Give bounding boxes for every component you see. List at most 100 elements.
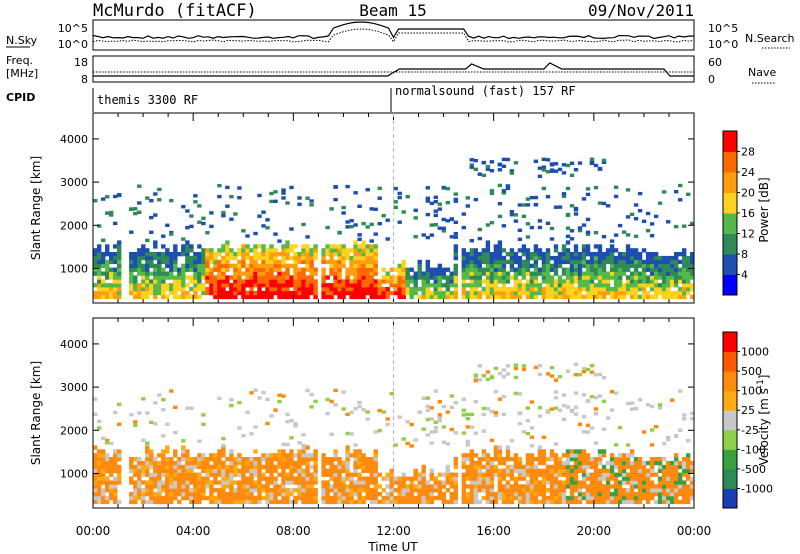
heatmap-cell bbox=[205, 267, 210, 272]
heatmap-cell bbox=[585, 453, 591, 458]
heatmap-cell bbox=[545, 279, 551, 284]
heatmap-cell bbox=[593, 259, 599, 265]
heatmap-cell bbox=[425, 263, 431, 268]
heatmap-cell bbox=[493, 283, 499, 288]
heatmap-cell bbox=[577, 457, 583, 462]
heatmap-cell bbox=[433, 429, 439, 434]
heatmap-cell bbox=[561, 464, 567, 470]
heatmap-cell bbox=[321, 499, 326, 505]
heatmap-cell bbox=[177, 484, 182, 489]
heatmap-cell bbox=[421, 294, 426, 300]
heatmap-cell bbox=[361, 248, 366, 253]
heatmap-cell bbox=[653, 271, 659, 276]
heatmap-cell bbox=[301, 290, 306, 296]
heatmap-cell bbox=[557, 287, 563, 292]
heatmap-cell bbox=[453, 279, 459, 284]
heatmap-cell bbox=[581, 367, 587, 371]
heatmap-cell bbox=[305, 388, 310, 393]
heatmap-cell bbox=[213, 252, 218, 257]
heatmap-cell bbox=[670, 492, 675, 497]
heatmap-cell bbox=[521, 290, 527, 296]
heatmap-cell bbox=[441, 271, 447, 276]
heatmap-cell bbox=[633, 290, 639, 296]
heatmap-cell bbox=[345, 495, 350, 501]
heatmap-cell bbox=[517, 237, 523, 241]
heatmap-cell bbox=[690, 259, 695, 265]
heatmap-cell bbox=[341, 263, 346, 268]
heatmap-cell bbox=[305, 457, 310, 462]
heatmap-cell bbox=[473, 480, 479, 485]
heatmap-cell bbox=[389, 488, 394, 493]
heatmap-cell bbox=[477, 476, 483, 481]
heatmap-cell bbox=[105, 480, 110, 485]
heatmap-cell bbox=[545, 158, 551, 162]
heatmap-cell bbox=[485, 290, 491, 296]
heatmap-cell bbox=[369, 464, 374, 470]
heatmap-cell bbox=[173, 495, 178, 501]
heatmap-cell bbox=[365, 188, 370, 192]
heatmap-cell bbox=[605, 476, 611, 481]
heatmap-cell bbox=[117, 287, 122, 292]
colorbar-swatch bbox=[723, 371, 737, 392]
heatmap-cell bbox=[549, 499, 555, 505]
heatmap-cell bbox=[653, 214, 659, 219]
heatmap-cell bbox=[129, 492, 134, 497]
heatmap-cell bbox=[165, 488, 170, 493]
heatmap-cell bbox=[221, 480, 226, 485]
heatmap-cell bbox=[269, 267, 274, 272]
heatmap-cell bbox=[301, 445, 306, 450]
heatmap-cell bbox=[661, 468, 667, 473]
heatmap-cell bbox=[301, 472, 306, 477]
heatmap-cell bbox=[513, 460, 519, 466]
heatmap-cell bbox=[690, 283, 695, 288]
heatmap-cell bbox=[437, 267, 443, 272]
heatmap-cell bbox=[525, 271, 531, 276]
heatmap-cell bbox=[690, 476, 695, 481]
heatmap-cell bbox=[445, 219, 451, 223]
heatmap-cell bbox=[537, 166, 543, 170]
heatmap-cell bbox=[469, 457, 475, 462]
heatmap-cell bbox=[441, 404, 447, 409]
heatmap-cell bbox=[97, 224, 102, 228]
heatmap-cell bbox=[682, 488, 687, 493]
heatmap-cell bbox=[237, 480, 242, 485]
heatmap-cell bbox=[341, 460, 346, 466]
heatmap-cell bbox=[205, 460, 210, 466]
heatmap-cell bbox=[565, 240, 571, 245]
heatmap-cell bbox=[269, 294, 274, 300]
heatmap-cell bbox=[301, 453, 306, 458]
heatmap-cell bbox=[401, 263, 406, 268]
heatmap-cell bbox=[269, 283, 274, 288]
heatmap-cell bbox=[489, 376, 495, 380]
heatmap-cell bbox=[497, 252, 503, 257]
heatmap-cell bbox=[666, 472, 671, 477]
heatmap-cell bbox=[325, 259, 330, 265]
heatmap-cell bbox=[169, 480, 174, 485]
heatmap-cell bbox=[649, 488, 655, 493]
heatmap-cell bbox=[617, 499, 623, 505]
heatmap-cell bbox=[437, 495, 443, 501]
heatmap-cell bbox=[233, 212, 238, 216]
heatmap-cell bbox=[277, 449, 282, 454]
heatmap-cell bbox=[285, 476, 290, 481]
heatmap-cell bbox=[261, 484, 266, 489]
heatmap-cell bbox=[593, 244, 599, 249]
heatmap-cell bbox=[377, 294, 382, 300]
heatmap-cell bbox=[613, 279, 619, 284]
heatmap-cell bbox=[165, 484, 170, 489]
heatmap-cell bbox=[485, 460, 491, 466]
heatmap-cell bbox=[377, 283, 382, 288]
heatmap-cell bbox=[93, 445, 98, 450]
heatmap-cell bbox=[241, 495, 246, 501]
heatmap-cell bbox=[221, 495, 226, 501]
heatmap-cell bbox=[389, 283, 394, 288]
heatmap-cell bbox=[425, 267, 431, 272]
heatmap-cell bbox=[197, 271, 202, 276]
heatmap-cell bbox=[573, 457, 579, 462]
heatmap-cell bbox=[393, 283, 398, 288]
heatmap-cell bbox=[105, 460, 110, 466]
heatmap-cell bbox=[666, 279, 671, 284]
heatmap-cell bbox=[225, 240, 230, 245]
heatmap-cell bbox=[369, 207, 374, 211]
heatmap-cell bbox=[113, 283, 118, 288]
